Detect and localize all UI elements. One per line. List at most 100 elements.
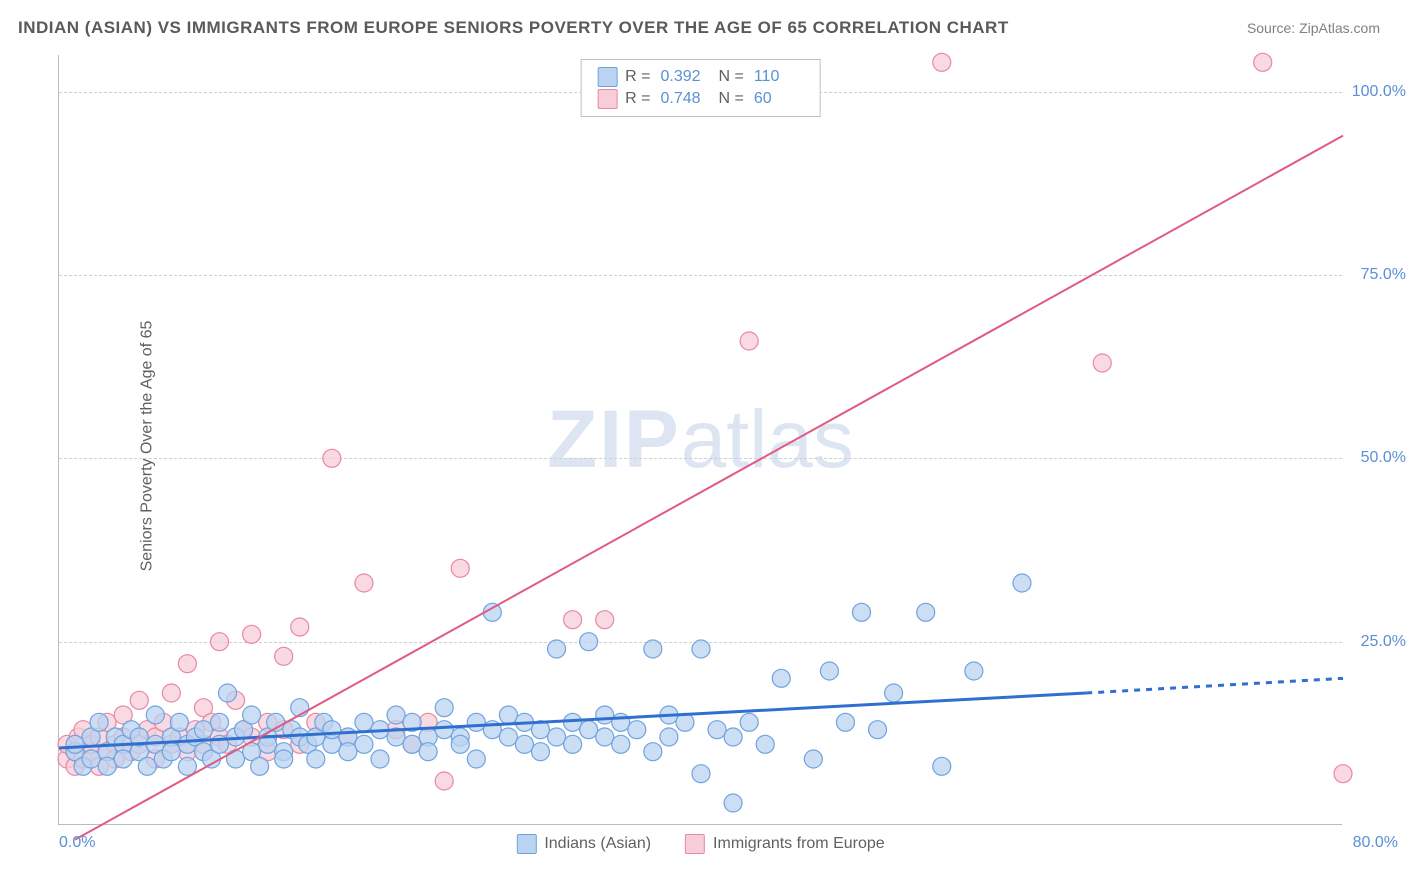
scatter-point [355, 735, 373, 753]
scatter-point [644, 640, 662, 658]
scatter-point [612, 735, 630, 753]
scatter-point [772, 669, 790, 687]
scatter-point [564, 735, 582, 753]
scatter-point [804, 750, 822, 768]
legend-r-label: R = [625, 66, 650, 88]
scatter-point [355, 713, 373, 731]
scatter-point [820, 662, 838, 680]
scatter-point [836, 713, 854, 731]
scatter-point [211, 713, 229, 731]
scatter-point [869, 721, 887, 739]
scatter-point [965, 662, 983, 680]
scatter-point [435, 721, 453, 739]
legend-item-0: Indians (Asian) [516, 834, 651, 854]
legend-row-series-1: R = 0.748 N = 60 [597, 88, 804, 110]
scatter-point [580, 721, 598, 739]
scatter-point [243, 706, 261, 724]
legend-series-names: Indians (Asian) Immigrants from Europe [516, 834, 884, 854]
scatter-point [419, 743, 437, 761]
scatter-point [243, 625, 261, 643]
scatter-point [1013, 574, 1031, 592]
y-tick-label: 100.0% [1352, 83, 1406, 101]
scatter-point [564, 611, 582, 629]
legend-label-1: Immigrants from Europe [713, 835, 885, 853]
scatter-point [1254, 53, 1272, 71]
scatter-point [138, 757, 156, 775]
scatter-point [933, 53, 951, 71]
legend-label-0: Indians (Asian) [544, 835, 651, 853]
scatter-point [339, 743, 357, 761]
scatter-point [178, 757, 196, 775]
legend-r-value-1: 0.748 [661, 88, 711, 110]
scatter-point [114, 750, 132, 768]
scatter-point [467, 713, 485, 731]
x-tick-min: 0.0% [59, 834, 95, 852]
scatter-point [853, 603, 871, 621]
legend-n-label: N = [719, 66, 744, 88]
scatter-point [467, 750, 485, 768]
regression-line-extrapolated [1086, 678, 1343, 693]
scatter-point [724, 794, 742, 812]
y-tick-label: 75.0% [1361, 266, 1406, 284]
y-tick-label: 50.0% [1361, 449, 1406, 467]
scatter-point [708, 721, 726, 739]
scatter-point [644, 743, 662, 761]
legend-n-label: N = [719, 88, 744, 110]
scatter-point [66, 735, 84, 753]
scatter-point [580, 633, 598, 651]
scatter-point [451, 559, 469, 577]
scatter-point [499, 706, 517, 724]
scatter-point [885, 684, 903, 702]
scatter-point [82, 750, 100, 768]
legend-item-1: Immigrants from Europe [685, 834, 885, 854]
scatter-point [170, 713, 188, 731]
legend-n-value-0: 110 [754, 66, 804, 88]
scatter-point [435, 772, 453, 790]
scatter-point [917, 603, 935, 621]
scatter-point [146, 706, 164, 724]
scatter-point [355, 574, 373, 592]
scatter-point [162, 684, 180, 702]
scatter-point [435, 699, 453, 717]
scatter-point [291, 618, 309, 636]
scatter-point [596, 611, 614, 629]
scatter-svg [59, 55, 1342, 824]
scatter-point [307, 750, 325, 768]
scatter-point [211, 633, 229, 651]
scatter-point [275, 750, 293, 768]
scatter-point [90, 713, 108, 731]
scatter-point [548, 728, 566, 746]
scatter-point [178, 655, 196, 673]
scatter-point [403, 735, 421, 753]
y-tick-label: 25.0% [1361, 633, 1406, 651]
legend-correlation-box: R = 0.392 N = 110 R = 0.748 N = 60 [580, 59, 821, 117]
swatch-bottom-1 [685, 834, 705, 854]
legend-r-label: R = [625, 88, 650, 110]
scatter-point [628, 721, 646, 739]
scatter-point [515, 735, 533, 753]
scatter-point [323, 721, 341, 739]
scatter-point [692, 765, 710, 783]
scatter-point [612, 713, 630, 731]
source-label: Source: ZipAtlas.com [1247, 20, 1380, 36]
scatter-point [596, 728, 614, 746]
x-tick-max: 80.0% [1353, 834, 1398, 852]
scatter-point [740, 713, 758, 731]
scatter-point [756, 735, 774, 753]
scatter-point [275, 647, 293, 665]
scatter-point [130, 691, 148, 709]
scatter-point [692, 640, 710, 658]
scatter-point [162, 743, 180, 761]
scatter-point [219, 684, 237, 702]
legend-row-series-0: R = 0.392 N = 110 [597, 66, 804, 88]
scatter-point [227, 750, 245, 768]
plot-area: ZIPatlas 25.0%50.0%75.0%100.0% R = 0.392… [58, 55, 1342, 825]
chart-title: INDIAN (ASIAN) VS IMMIGRANTS FROM EUROPE… [18, 18, 1009, 38]
scatter-point [387, 706, 405, 724]
legend-r-value-0: 0.392 [661, 66, 711, 88]
scatter-point [740, 332, 758, 350]
scatter-point [1334, 765, 1352, 783]
swatch-series-1 [597, 89, 617, 109]
scatter-point [194, 721, 212, 739]
scatter-point [1093, 354, 1111, 372]
